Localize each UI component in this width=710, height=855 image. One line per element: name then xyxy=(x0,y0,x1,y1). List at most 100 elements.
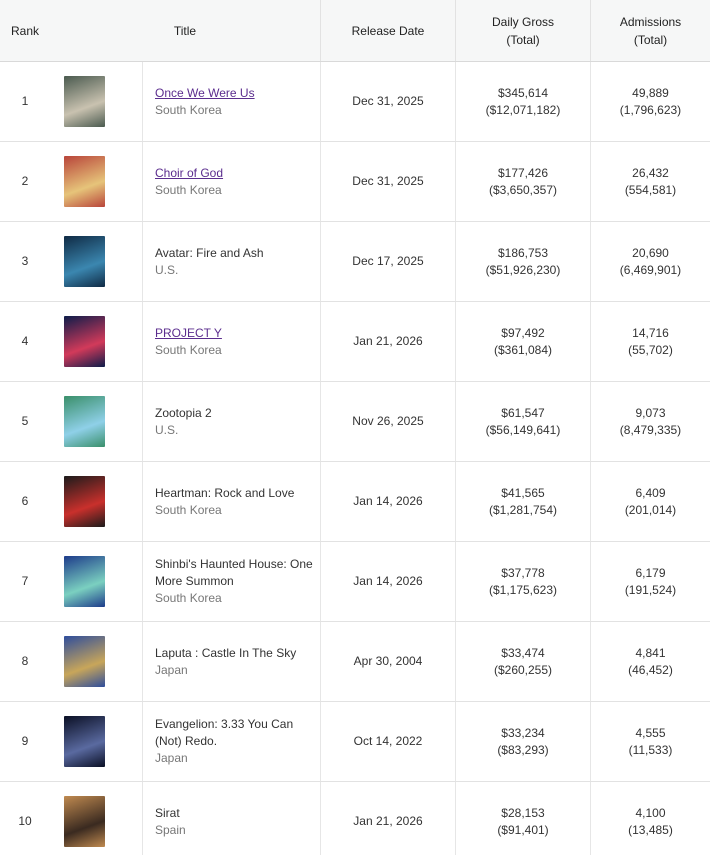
title-cell: PROJECT Y South Korea xyxy=(142,302,320,381)
title-wrap: PROJECT Y xyxy=(155,325,316,342)
poster xyxy=(64,796,105,847)
title-wrap: Avatar: Fire and Ash xyxy=(155,245,316,262)
poster-cell xyxy=(50,702,142,781)
poster xyxy=(64,156,105,207)
title-link[interactable]: Once We Were Us xyxy=(155,85,255,100)
title-wrap: Once We Were Us xyxy=(155,85,316,102)
admissions-cell: 4,100 (13,485) xyxy=(590,782,710,855)
table-row: 7 Shinbi's Haunted House: One More Summon… xyxy=(0,542,710,622)
release-header: Release Date xyxy=(320,0,455,61)
title: Sirat xyxy=(155,805,180,820)
poster-cell xyxy=(50,382,142,461)
release-date: Oct 14, 2022 xyxy=(320,702,455,781)
poster xyxy=(64,396,105,447)
total-admissions: (46,452) xyxy=(628,662,673,677)
rank: 3 xyxy=(21,254,29,268)
country: South Korea xyxy=(155,591,222,605)
daily-gross: $97,492 xyxy=(501,325,545,340)
admissions: 4,555 xyxy=(635,725,666,740)
title-wrap: Laputa : Castle In The Sky xyxy=(155,645,316,662)
title-link[interactable]: Choir of God xyxy=(155,165,224,180)
admissions-header-label: Admissions xyxy=(619,14,682,29)
title: Avatar: Fire and Ash xyxy=(155,245,264,260)
table-row: 3 Avatar: Fire and Ash U.S. Dec 17, 2025 $18… xyxy=(0,222,710,302)
rank: 10 xyxy=(18,814,32,828)
table-row: 8 Laputa : Castle In The Sky Japan Apr 30, … xyxy=(0,622,710,702)
admissions: 49,889 xyxy=(632,85,669,100)
daily-gross: $28,153 xyxy=(501,805,545,820)
admissions-cell: 9,073 (8,479,335) xyxy=(590,382,710,461)
total-gross: ($1,281,754) xyxy=(488,502,558,517)
admissions-cell: 6,179 (191,524) xyxy=(590,542,710,621)
daily-gross: $345,614 xyxy=(497,85,549,100)
admissions: 4,841 xyxy=(635,645,666,660)
title: Laputa : Castle In The Sky xyxy=(155,645,297,660)
title: Heartman: Rock and Love xyxy=(155,485,295,500)
poster-cell xyxy=(50,462,142,541)
total-gross: ($91,401) xyxy=(497,822,549,837)
total-admissions: (191,524) xyxy=(624,582,677,597)
gross-cell: $33,234 ($83,293) xyxy=(455,702,590,781)
country: U.S. xyxy=(155,422,179,437)
admissions-cell: 6,409 (201,014) xyxy=(590,462,710,541)
admissions: 6,179 xyxy=(635,565,666,580)
rank: 7 xyxy=(21,574,29,588)
poster xyxy=(64,716,105,767)
total-admissions: (6,469,901) xyxy=(619,262,682,277)
title-wrap: Evangelion: 3.33 You Can (Not) Redo. xyxy=(155,716,316,750)
rank: 6 xyxy=(21,494,29,508)
admissions-cell: 14,716 (55,702) xyxy=(590,302,710,381)
release-date: Dec 31, 2025 xyxy=(320,142,455,221)
table-row: 5 Zootopia 2 U.S. Nov 26, 2025 $61,547 ($56,1… xyxy=(0,382,710,462)
title-wrap: Shinbi's Haunted House: One More Summon xyxy=(155,556,316,590)
total-gross: ($83,293) xyxy=(497,742,549,757)
gross-cell: $186,753 ($51,926,230) xyxy=(455,222,590,301)
title-link[interactable]: PROJECT Y xyxy=(155,325,222,340)
release-date: Dec 17, 2025 xyxy=(320,222,455,301)
admissions: 9,073 xyxy=(635,405,666,420)
country: South Korea xyxy=(155,502,222,517)
title-wrap: Heartman: Rock and Love xyxy=(155,485,316,502)
release-date: Jan 14, 2026 xyxy=(320,542,455,621)
total-admissions: (554,581) xyxy=(624,182,677,197)
table-row: 6 Heartman: Rock and Love South Korea Jan 1… xyxy=(0,462,710,542)
table-row: 1 Once We Were Us South Korea Dec 31, 2025 $… xyxy=(0,62,710,142)
admissions: 4,100 xyxy=(635,805,666,820)
title-cell: Choir of God South Korea xyxy=(142,142,320,221)
gross-cell: $345,614 ($12,071,182) xyxy=(455,62,590,141)
total-gross: ($1,175,623) xyxy=(488,582,558,597)
admissions-cell: 26,432 (554,581) xyxy=(590,142,710,221)
total-gross: ($361,084) xyxy=(493,342,553,357)
rank-header: Rank xyxy=(10,23,39,38)
gross-cell: $61,547 ($56,149,641) xyxy=(455,382,590,461)
admissions-cell: 4,555 (11,533) xyxy=(590,702,710,781)
gross-cell: $41,565 ($1,281,754) xyxy=(455,462,590,541)
title-wrap: Sirat xyxy=(155,805,316,822)
admissions: 26,432 xyxy=(632,165,669,180)
gross-header-label: Daily Gross xyxy=(491,14,554,29)
release-date: Jan 21, 2026 xyxy=(320,302,455,381)
title-cell: Heartman: Rock and Love South Korea xyxy=(142,462,320,541)
poster-cell xyxy=(50,542,142,621)
title-wrap: Zootopia 2 xyxy=(155,405,316,422)
country: South Korea xyxy=(155,342,222,357)
country: Japan xyxy=(155,751,188,765)
title-cell: Zootopia 2 U.S. xyxy=(142,382,320,461)
title-cell: Evangelion: 3.33 You Can (Not) Redo. Japa… xyxy=(142,702,320,781)
total-admissions: (55,702) xyxy=(628,342,673,357)
country: Japan xyxy=(155,662,188,677)
admissions: 14,716 xyxy=(632,325,669,340)
total-gross: ($51,926,230) xyxy=(485,262,561,277)
title: Zootopia 2 xyxy=(155,405,212,420)
total-admissions: (8,479,335) xyxy=(619,422,682,437)
rank: 8 xyxy=(21,654,29,668)
table-row: 9 Evangelion: 3.33 You Can (Not) Redo. Jap… xyxy=(0,702,710,782)
country: U.S. xyxy=(155,262,179,277)
table-row: 2 Choir of God South Korea Dec 31, 2025 $177… xyxy=(0,142,710,222)
daily-gross: $186,753 xyxy=(497,245,549,260)
title-cell: Avatar: Fire and Ash U.S. xyxy=(142,222,320,301)
title: Evangelion: 3.33 You Can (Not) Redo. xyxy=(155,717,294,748)
rank: 9 xyxy=(21,734,29,748)
release-date: Jan 21, 2026 xyxy=(320,782,455,855)
